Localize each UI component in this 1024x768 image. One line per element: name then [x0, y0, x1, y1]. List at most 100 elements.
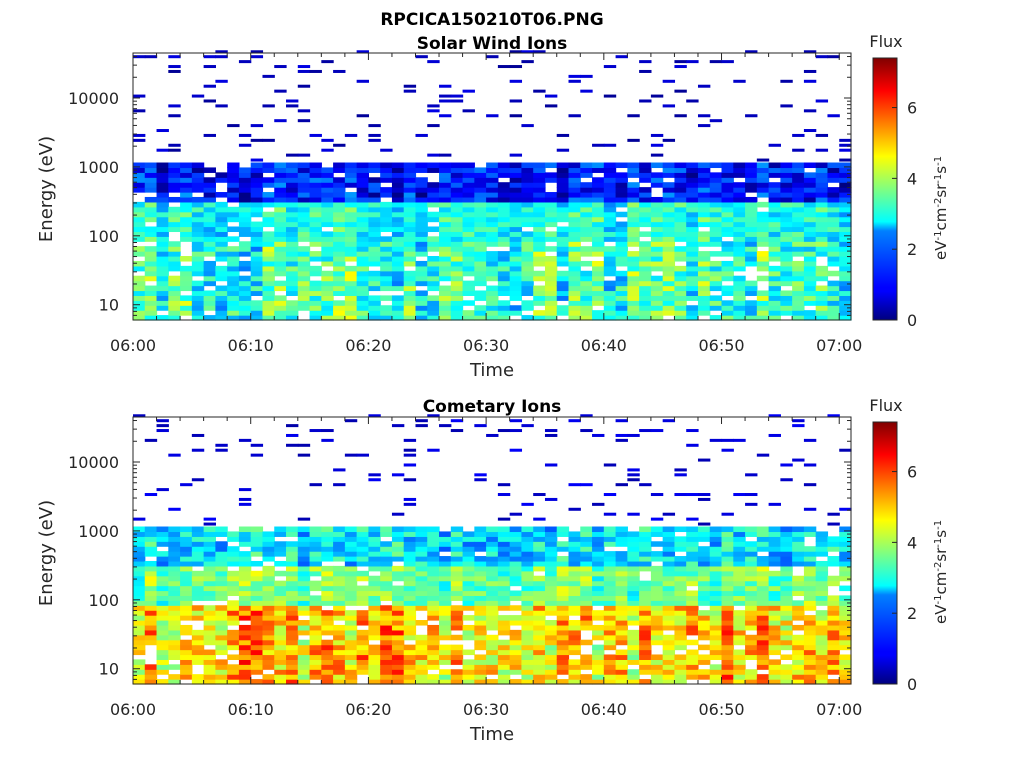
spectrogram-cell — [415, 201, 428, 208]
spectrogram-cell — [815, 629, 829, 636]
spectrogram-cell — [309, 231, 322, 237]
spectrogram-cell — [344, 560, 358, 567]
spectrogram-cell — [839, 201, 852, 208]
spectrogram-cell — [415, 580, 428, 587]
spectrogram-cell — [238, 649, 252, 656]
spectrogram-cell — [839, 565, 852, 572]
spectrogram-cell — [144, 270, 158, 277]
spectrogram-cell — [321, 251, 334, 257]
spectrogram-cell — [133, 177, 146, 183]
spectrogram-cell — [580, 483, 593, 487]
spectrogram-cell — [321, 654, 334, 660]
spectrogram-cell — [580, 236, 593, 242]
spectrogram-cell — [580, 679, 593, 685]
spectrogram-cell — [415, 664, 428, 670]
spectrogram-cell — [474, 206, 487, 213]
spectrogram-cell — [403, 300, 417, 306]
spectrogram-cell — [815, 624, 829, 631]
spectrogram-cell — [238, 659, 252, 665]
spectrogram-cell — [533, 659, 546, 665]
spectrogram-cell — [403, 256, 417, 262]
spectrogram-cell — [780, 624, 793, 631]
spectrogram-cell — [497, 65, 511, 69]
spectrogram-cell — [544, 624, 558, 631]
spectrogram-cell — [721, 448, 734, 452]
spectrogram-cell — [721, 206, 734, 213]
spectrogram-cell — [627, 531, 640, 537]
spectrogram-cell — [250, 644, 264, 651]
spectrogram-cell — [521, 192, 534, 198]
spectrogram-cell — [803, 109, 817, 113]
spectrogram-cell — [462, 300, 475, 306]
spectrogram-cell — [509, 295, 523, 301]
spectrogram-cell — [238, 488, 252, 492]
spectrogram-cell — [544, 270, 558, 277]
spectrogram-cell — [203, 187, 216, 193]
spectrogram-cell — [827, 187, 840, 193]
spectrogram-cell — [344, 295, 358, 301]
spectrogram-cell — [580, 211, 593, 218]
spectrogram-cell — [250, 531, 264, 537]
spectrogram-cell — [674, 541, 687, 547]
spectrogram-cell — [721, 226, 734, 233]
spectrogram-cell — [592, 295, 605, 301]
spectrogram-cell — [427, 639, 440, 646]
spectrogram-cell — [803, 275, 817, 282]
spectrogram-cell — [521, 560, 534, 567]
spectrogram-cell — [697, 560, 711, 567]
spectrogram-cell — [697, 546, 711, 552]
spectrogram-cell — [544, 196, 558, 203]
spectrogram-cell — [250, 443, 264, 447]
spectrogram-cell — [274, 236, 287, 242]
spectrogram-cell — [191, 270, 205, 277]
spectrogram-cell — [156, 265, 169, 272]
spectrogram-cell — [650, 531, 664, 537]
spectrogram-cell — [756, 600, 770, 606]
spectrogram-cell — [521, 275, 534, 282]
spectrogram-cell — [533, 600, 546, 606]
spectrogram-cell — [274, 162, 287, 169]
spectrogram-cell — [344, 315, 358, 321]
spectrogram-cell — [333, 624, 346, 631]
spectrogram-cell — [639, 260, 652, 267]
spectrogram-cell — [721, 590, 734, 597]
spectrogram-cell — [592, 556, 605, 562]
spectrogram-cell — [391, 182, 405, 188]
spectrogram-cell — [686, 546, 699, 552]
spectrogram-cell — [803, 251, 817, 257]
spectrogram-cell — [627, 536, 640, 542]
spectrogram-cell — [615, 620, 628, 626]
spectrogram-cell — [262, 605, 275, 611]
spectrogram-cell — [650, 300, 664, 306]
x-axis-label-solar-wind: Time — [469, 360, 514, 381]
spectrogram-cell — [133, 211, 146, 218]
spectrogram-cell — [286, 629, 299, 636]
spectrogram-cell — [321, 211, 334, 218]
spectrogram-cell — [344, 256, 358, 262]
spectrogram-cell — [639, 211, 652, 218]
spectrogram-cell — [215, 226, 228, 233]
spectrogram-cell — [133, 629, 146, 636]
spectrogram-cell — [191, 546, 205, 552]
spectrogram-cell — [227, 167, 240, 173]
spectrogram-cell — [380, 624, 393, 631]
spectrogram-cell — [815, 251, 829, 257]
spectrogram-cell — [568, 600, 581, 606]
spectrogram-cell — [474, 536, 487, 542]
spectrogram-cell — [156, 300, 169, 306]
spectrogram-cell — [497, 659, 511, 665]
spectrogram-cell — [191, 605, 205, 611]
spectrogram-cell — [521, 585, 534, 592]
spectrogram-cell — [368, 285, 381, 292]
spectrogram-cell — [333, 536, 346, 542]
spectrogram-cell — [756, 595, 770, 601]
spectrogram-cell — [627, 512, 640, 516]
spectrogram-cell — [450, 570, 464, 577]
spectrogram-cell — [250, 315, 264, 321]
spectrogram-cell — [756, 172, 770, 178]
spectrogram-cell — [297, 300, 311, 306]
spectrogram-cell — [274, 295, 287, 301]
spectrogram-cell — [568, 246, 581, 252]
spectrogram-cell — [686, 315, 699, 321]
spectrogram-cell — [156, 600, 169, 606]
